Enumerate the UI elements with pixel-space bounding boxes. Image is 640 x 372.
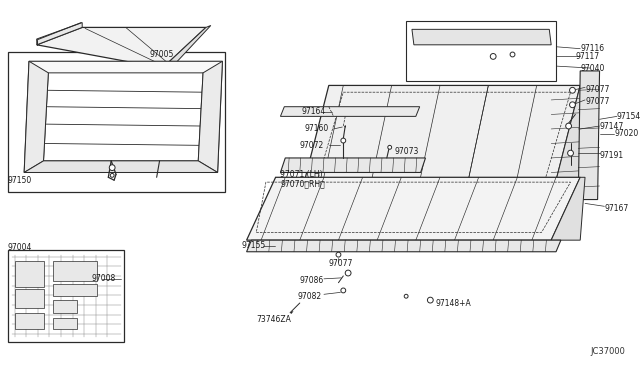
- Polygon shape: [579, 71, 600, 199]
- Polygon shape: [198, 61, 223, 173]
- Text: 97154: 97154: [617, 112, 640, 121]
- Bar: [8, 52, 225, 192]
- Polygon shape: [280, 107, 420, 116]
- Bar: [8, 250, 124, 342]
- Text: 97040: 97040: [580, 64, 605, 73]
- Polygon shape: [246, 240, 561, 252]
- Circle shape: [570, 87, 575, 93]
- Text: 97072: 97072: [300, 141, 324, 150]
- Text: 97082: 97082: [298, 292, 322, 301]
- Polygon shape: [53, 318, 77, 329]
- Bar: [406, 20, 556, 81]
- Polygon shape: [36, 28, 206, 68]
- Polygon shape: [15, 313, 44, 329]
- Text: 97004: 97004: [8, 243, 32, 252]
- Text: 97005: 97005: [150, 50, 174, 59]
- Text: 97077: 97077: [329, 259, 353, 268]
- Polygon shape: [15, 289, 44, 308]
- Text: 97167: 97167: [604, 204, 628, 213]
- Circle shape: [568, 150, 573, 156]
- Circle shape: [510, 52, 515, 57]
- Circle shape: [110, 173, 114, 177]
- Text: 97070〈RH〉: 97070〈RH〉: [280, 180, 325, 189]
- Text: 97155: 97155: [242, 241, 266, 250]
- Polygon shape: [53, 300, 77, 313]
- Text: 97148+A: 97148+A: [435, 298, 471, 308]
- Text: JC37000: JC37000: [590, 347, 625, 356]
- Polygon shape: [412, 29, 551, 45]
- Text: 97191: 97191: [600, 151, 623, 160]
- Polygon shape: [53, 284, 97, 296]
- Polygon shape: [24, 61, 223, 173]
- Polygon shape: [300, 199, 551, 206]
- Text: 97147: 97147: [600, 122, 624, 131]
- Circle shape: [341, 138, 346, 143]
- Text: 97164: 97164: [301, 107, 326, 116]
- Polygon shape: [53, 262, 97, 281]
- Text: 97071 (LH): 97071 (LH): [280, 170, 323, 179]
- Circle shape: [428, 297, 433, 303]
- Circle shape: [336, 252, 341, 257]
- Text: 97073: 97073: [394, 147, 419, 156]
- Text: 73746ZA: 73746ZA: [256, 315, 291, 324]
- Text: 97008: 97008: [92, 274, 116, 283]
- Polygon shape: [24, 61, 49, 173]
- Polygon shape: [36, 23, 82, 45]
- FancyArrowPatch shape: [291, 312, 293, 313]
- Text: 97020: 97020: [614, 129, 638, 138]
- Circle shape: [570, 102, 575, 108]
- Text: 97160: 97160: [305, 125, 329, 134]
- Polygon shape: [551, 177, 585, 240]
- Polygon shape: [246, 177, 580, 240]
- Polygon shape: [300, 86, 580, 199]
- Text: 97117: 97117: [575, 52, 600, 61]
- Text: 97150: 97150: [8, 176, 32, 185]
- Polygon shape: [163, 25, 211, 70]
- Text: 97086: 97086: [300, 276, 324, 285]
- Text: 97077: 97077: [585, 97, 609, 106]
- Circle shape: [490, 54, 496, 59]
- Circle shape: [109, 165, 115, 170]
- Polygon shape: [44, 73, 203, 161]
- Polygon shape: [15, 262, 44, 286]
- Polygon shape: [551, 86, 585, 199]
- Polygon shape: [280, 158, 426, 173]
- Circle shape: [566, 123, 572, 129]
- Circle shape: [388, 145, 392, 149]
- Polygon shape: [24, 161, 218, 173]
- Circle shape: [341, 288, 346, 293]
- Circle shape: [345, 270, 351, 276]
- Text: 97116: 97116: [580, 44, 604, 53]
- Text: 97077: 97077: [585, 85, 609, 94]
- Circle shape: [404, 294, 408, 298]
